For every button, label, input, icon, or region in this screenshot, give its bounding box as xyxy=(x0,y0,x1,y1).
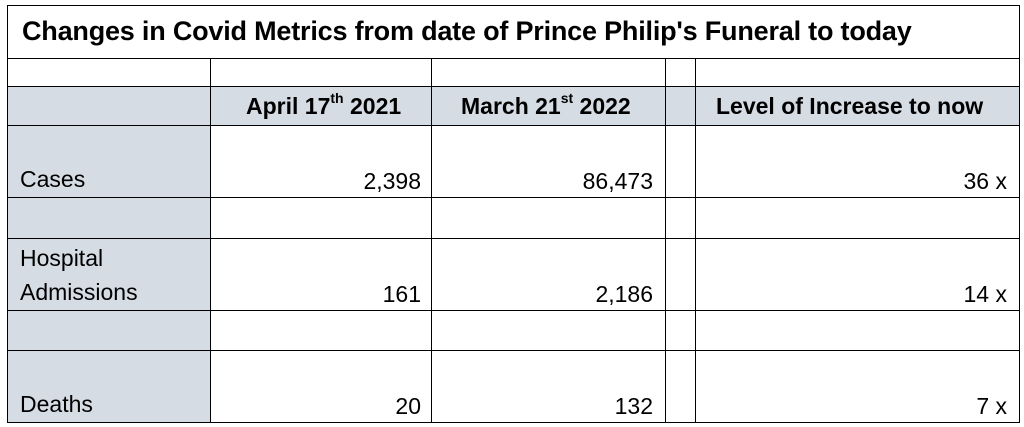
cases-march-value: 86,473 xyxy=(582,168,653,194)
cases-april-value: 2,398 xyxy=(363,168,421,194)
header-march-2022: March 21st 2022 xyxy=(461,90,631,120)
column-divider xyxy=(431,58,432,422)
row-divider xyxy=(8,350,1019,351)
title-row: Changes in Covid Metrics from date of Pr… xyxy=(8,6,1019,59)
header-april-main: April 17 xyxy=(246,93,331,119)
row-divider xyxy=(8,310,1019,311)
header-april-2021: April 17th 2021 xyxy=(246,90,402,120)
row-divider xyxy=(8,86,1019,87)
hospital-increase-value: 14 x xyxy=(963,281,1007,307)
row-divider xyxy=(8,197,1019,198)
label-column-shade xyxy=(8,125,210,422)
deaths-increase-value: 7 x xyxy=(976,393,1007,419)
hospital-march-value: 2,186 xyxy=(595,281,653,307)
header-row-shade xyxy=(8,86,1019,125)
header-march-sup: st xyxy=(560,90,574,107)
header-march-main: March 21 xyxy=(461,93,561,119)
row-label-hospital: Hospital xyxy=(20,245,104,271)
row-label-deaths: Deaths xyxy=(20,391,93,417)
spreadsheet-table: Changes in Covid Metrics from date of Pr… xyxy=(7,5,1020,423)
header-level-of-increase: Level of Increase to now xyxy=(716,93,984,119)
column-divider xyxy=(695,58,696,422)
deaths-april-value: 20 xyxy=(395,393,421,419)
deaths-march-value: 132 xyxy=(614,393,653,419)
table-grid: Changes in Covid Metrics from date of Pr… xyxy=(7,5,1020,423)
column-divider xyxy=(210,58,211,422)
row-divider xyxy=(8,125,1019,126)
cases-increase-value: 36 x xyxy=(963,168,1007,194)
row-label-admissions: Admissions xyxy=(20,279,138,305)
header-april-tail: 2021 xyxy=(343,93,402,119)
table-title: Changes in Covid Metrics from date of Pr… xyxy=(22,16,912,46)
column-divider xyxy=(665,58,666,422)
header-april-sup: th xyxy=(330,90,344,107)
row-divider xyxy=(8,238,1019,239)
header-march-tail: 2022 xyxy=(573,93,631,119)
row-label-cases: Cases xyxy=(20,166,86,192)
hospital-april-value: 161 xyxy=(382,281,421,307)
